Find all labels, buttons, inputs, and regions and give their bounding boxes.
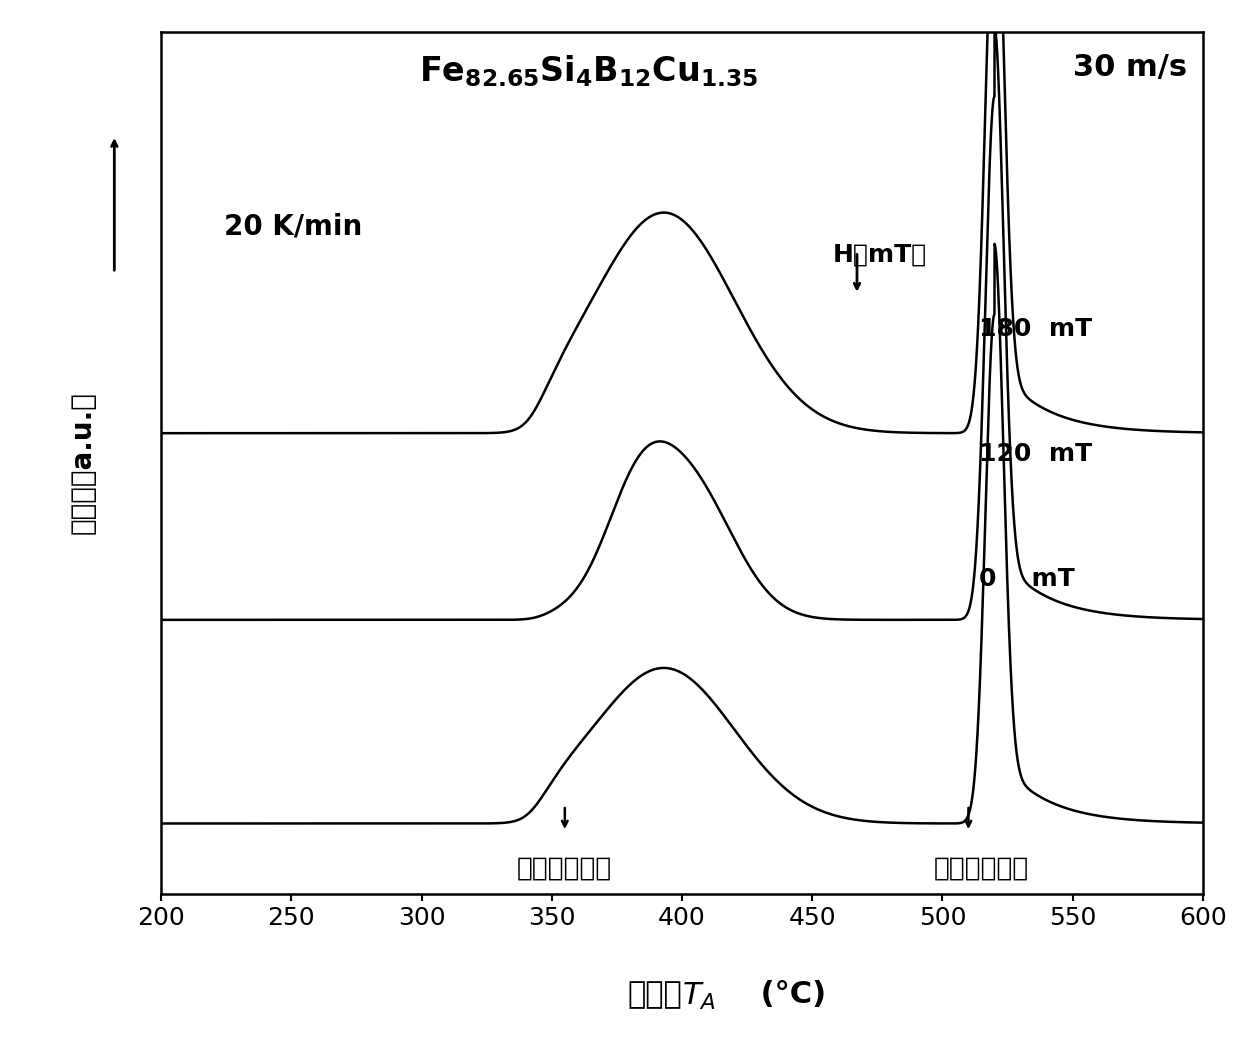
Text: 第一晶化温度: 第一晶化温度 bbox=[517, 856, 613, 882]
Text: H（mT）: H（mT） bbox=[833, 243, 928, 267]
Text: 120  mT: 120 mT bbox=[978, 442, 1092, 466]
Text: 30 m/s: 30 m/s bbox=[1073, 54, 1187, 82]
Text: (°C): (°C) bbox=[750, 980, 826, 1010]
Text: Fe$_{\mathbf{82.65}}$Si$_{\mathbf{4}}$B$_{\mathbf{12}}$Cu$_{\mathbf{1.35}}$: Fe$_{\mathbf{82.65}}$Si$_{\mathbf{4}}$B$… bbox=[419, 54, 758, 88]
Text: 180  mT: 180 mT bbox=[978, 317, 1092, 341]
Text: 温度，: 温度， bbox=[627, 980, 682, 1010]
Text: 第二晶化温度: 第二晶化温度 bbox=[934, 856, 1029, 882]
Text: 0    mT: 0 mT bbox=[978, 567, 1075, 591]
Text: 20 K/min: 20 K/min bbox=[223, 213, 362, 241]
Text: 放热，（a.u.）: 放热，（a.u.） bbox=[69, 391, 97, 534]
Text: $T_A$: $T_A$ bbox=[682, 980, 715, 1012]
